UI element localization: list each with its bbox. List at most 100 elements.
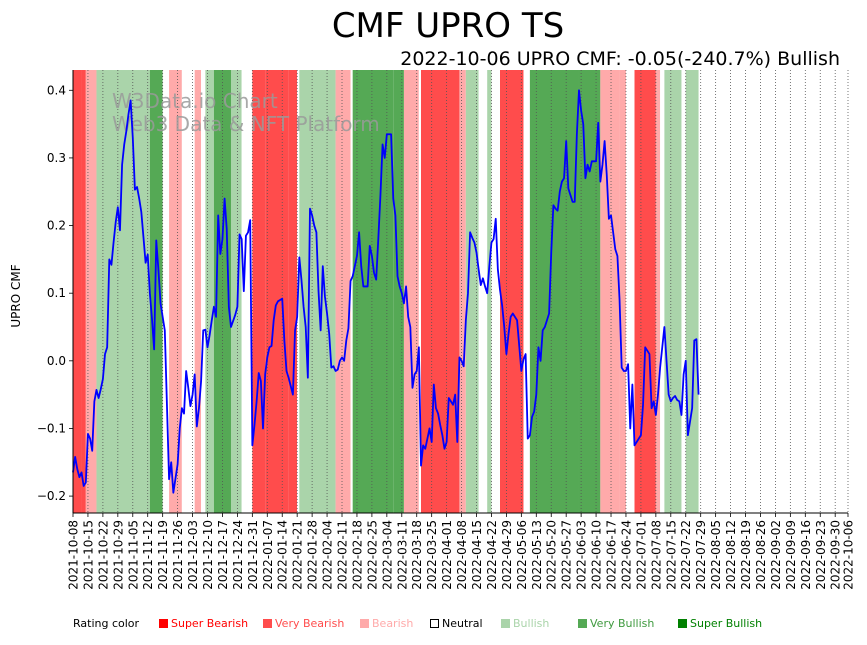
- rating-band-bearish: [655, 70, 661, 513]
- rating-band-very_bullish: [578, 70, 601, 513]
- legend-swatch-bearish: [360, 619, 369, 628]
- x-ticks: 2021-10-08 2021-10-15 2021-10-22 2021-10-29…: [67, 513, 856, 590]
- legend-label-bullish: Bullish: [513, 617, 550, 630]
- x-tick-label: 2022-05-06: [515, 520, 529, 590]
- watermark: W3Data.io Chart Web3 Data & NFT Platform: [112, 89, 380, 136]
- rating-band-very_bearish: [73, 70, 82, 513]
- y-ticks: −0.2 −0.1 0.0 0.1 0.2 0.3 0.4: [37, 83, 73, 503]
- rating-band-neutral: [491, 70, 500, 513]
- rating-band-neutral: [478, 70, 488, 513]
- legend-swatch-very-bearish: [263, 619, 272, 628]
- chart-subtitle: 2022-10-06 UPRO CMF: -0.05(-240.7%) Bull…: [400, 48, 840, 70]
- rating-band-neutral: [625, 70, 635, 513]
- rating-band-very_bearish: [421, 70, 460, 513]
- x-tick-label: 2021-10-29: [111, 520, 125, 590]
- x-tick-label: 2022-07-15: [664, 520, 678, 590]
- x-tick-label: 2022-05-27: [560, 520, 574, 590]
- legend-item-bullish: Bullish: [501, 617, 549, 630]
- chart-title: CMF UPRO TS: [332, 6, 564, 46]
- rating-band-neutral: [523, 70, 530, 513]
- rating-band-very_bearish: [81, 70, 86, 513]
- x-tick-label: 2022-06-24: [619, 520, 633, 590]
- rating-band-very_bullish: [529, 70, 579, 513]
- legend-label-bearish: Bearish: [372, 617, 414, 630]
- axes: [72, 70, 848, 514]
- rating-band-bullish: [230, 70, 242, 513]
- legend-item-neutral: Neutral: [430, 617, 483, 630]
- y-tick-label: −0.1: [37, 421, 66, 435]
- rating-band-very_bearish: [265, 70, 289, 513]
- rating-band-bearish: [194, 70, 202, 513]
- x-tick-label: 2022-04-15: [470, 520, 484, 590]
- x-tick-label: 2022-06-10: [590, 520, 604, 590]
- x-tick-label: 2022-02-18: [350, 520, 364, 590]
- legend-item-very-bullish: Very Bullish: [578, 617, 654, 630]
- x-tick-label: 2022-09-30: [829, 520, 843, 590]
- legend-swatch-super-bullish: [678, 619, 687, 628]
- x-tick-label: 2022-01-28: [306, 520, 320, 590]
- rating-band-neutral: [418, 70, 421, 513]
- x-tick-label: 2022-10-06: [842, 520, 856, 590]
- rating-band-bullish: [465, 70, 479, 513]
- x-tick-label: 2022-04-22: [485, 520, 499, 590]
- x-tick-label: 2022-03-25: [425, 520, 439, 590]
- series-line-upro-cmf: [72, 89, 700, 494]
- rating-band-neutral: [350, 70, 353, 513]
- x-tick-label: 2022-09-02: [769, 520, 783, 590]
- watermark-line-2: Web3 Data & NFT Platform: [112, 112, 380, 136]
- rating-band-bullish: [664, 70, 682, 513]
- legend-label-super-bearish: Super Bearish: [171, 617, 249, 630]
- rating-band-bullish: [299, 70, 336, 513]
- rating-band-bullish: [685, 70, 691, 513]
- y-tick-label: 0.4: [47, 83, 66, 97]
- x-tick-label: 2022-06-17: [605, 520, 619, 590]
- x-tick-label: 2021-12-10: [201, 520, 215, 590]
- x-tick-label: 2022-08-05: [709, 520, 723, 590]
- x-tick-label: 2021-10-15: [81, 520, 95, 590]
- legend-swatch-neutral: [430, 619, 439, 628]
- x-tick-label: 2021-12-03: [186, 520, 200, 590]
- legend-label-super-bullish: Super Bullish: [690, 617, 763, 630]
- x-tick-label: 2022-08-19: [739, 520, 753, 590]
- series-line-layer: [72, 89, 700, 494]
- x-tick-label: 2021-10-22: [96, 520, 110, 590]
- rating-band-bearish: [619, 70, 626, 513]
- rating-band-bullish: [690, 70, 699, 513]
- rating-band-very_bullish: [393, 70, 404, 513]
- x-tick-label: 2021-12-17: [216, 520, 230, 590]
- legend-title: Rating color: [73, 617, 140, 630]
- rating-band-neutral: [660, 70, 665, 513]
- rating-band-bearish: [403, 70, 419, 513]
- legend-swatch-bullish: [501, 619, 510, 628]
- rating-band-very_bearish: [288, 70, 298, 513]
- legend-item-bearish: Bearish: [360, 617, 413, 630]
- y-tick-label: 0.2: [47, 219, 66, 233]
- x-tick-label: 2021-11-26: [171, 520, 185, 590]
- x-tick-label: 2022-04-08: [455, 520, 469, 590]
- x-tick-label: 2022-01-14: [276, 520, 290, 590]
- x-tick-label: 2021-10-08: [67, 520, 81, 590]
- x-tick-label: 2021-11-12: [141, 520, 155, 590]
- rating-band-neutral: [241, 70, 253, 513]
- watermark-line-1: W3Data.io Chart: [112, 89, 278, 113]
- x-tick-label: 2022-02-11: [336, 520, 350, 590]
- x-tick-label: 2022-08-26: [754, 520, 768, 590]
- x-tick-label: 2021-11-05: [126, 520, 140, 590]
- x-tick-label: 2022-06-03: [575, 520, 589, 590]
- x-tick-label: 2021-11-19: [156, 520, 170, 590]
- x-tick-label: 2021-12-24: [231, 520, 245, 590]
- x-tick-label: 2022-05-13: [530, 520, 544, 590]
- rating-band-bullish: [205, 70, 214, 513]
- rating-band-bearish: [85, 70, 97, 513]
- rating-band-neutral: [681, 70, 686, 513]
- x-tick-label: 2022-07-22: [679, 520, 693, 590]
- x-tick-label: 2022-05-20: [545, 520, 559, 590]
- rating-band-bullish: [96, 70, 150, 513]
- legend-item-very-bearish: Very Bearish: [263, 617, 344, 630]
- rating-band-neutral: [201, 70, 206, 513]
- x-tick-label: 2022-09-16: [799, 520, 813, 590]
- x-tick-label: 2022-02-25: [365, 520, 379, 590]
- x-tick-label: 2022-08-12: [724, 520, 738, 590]
